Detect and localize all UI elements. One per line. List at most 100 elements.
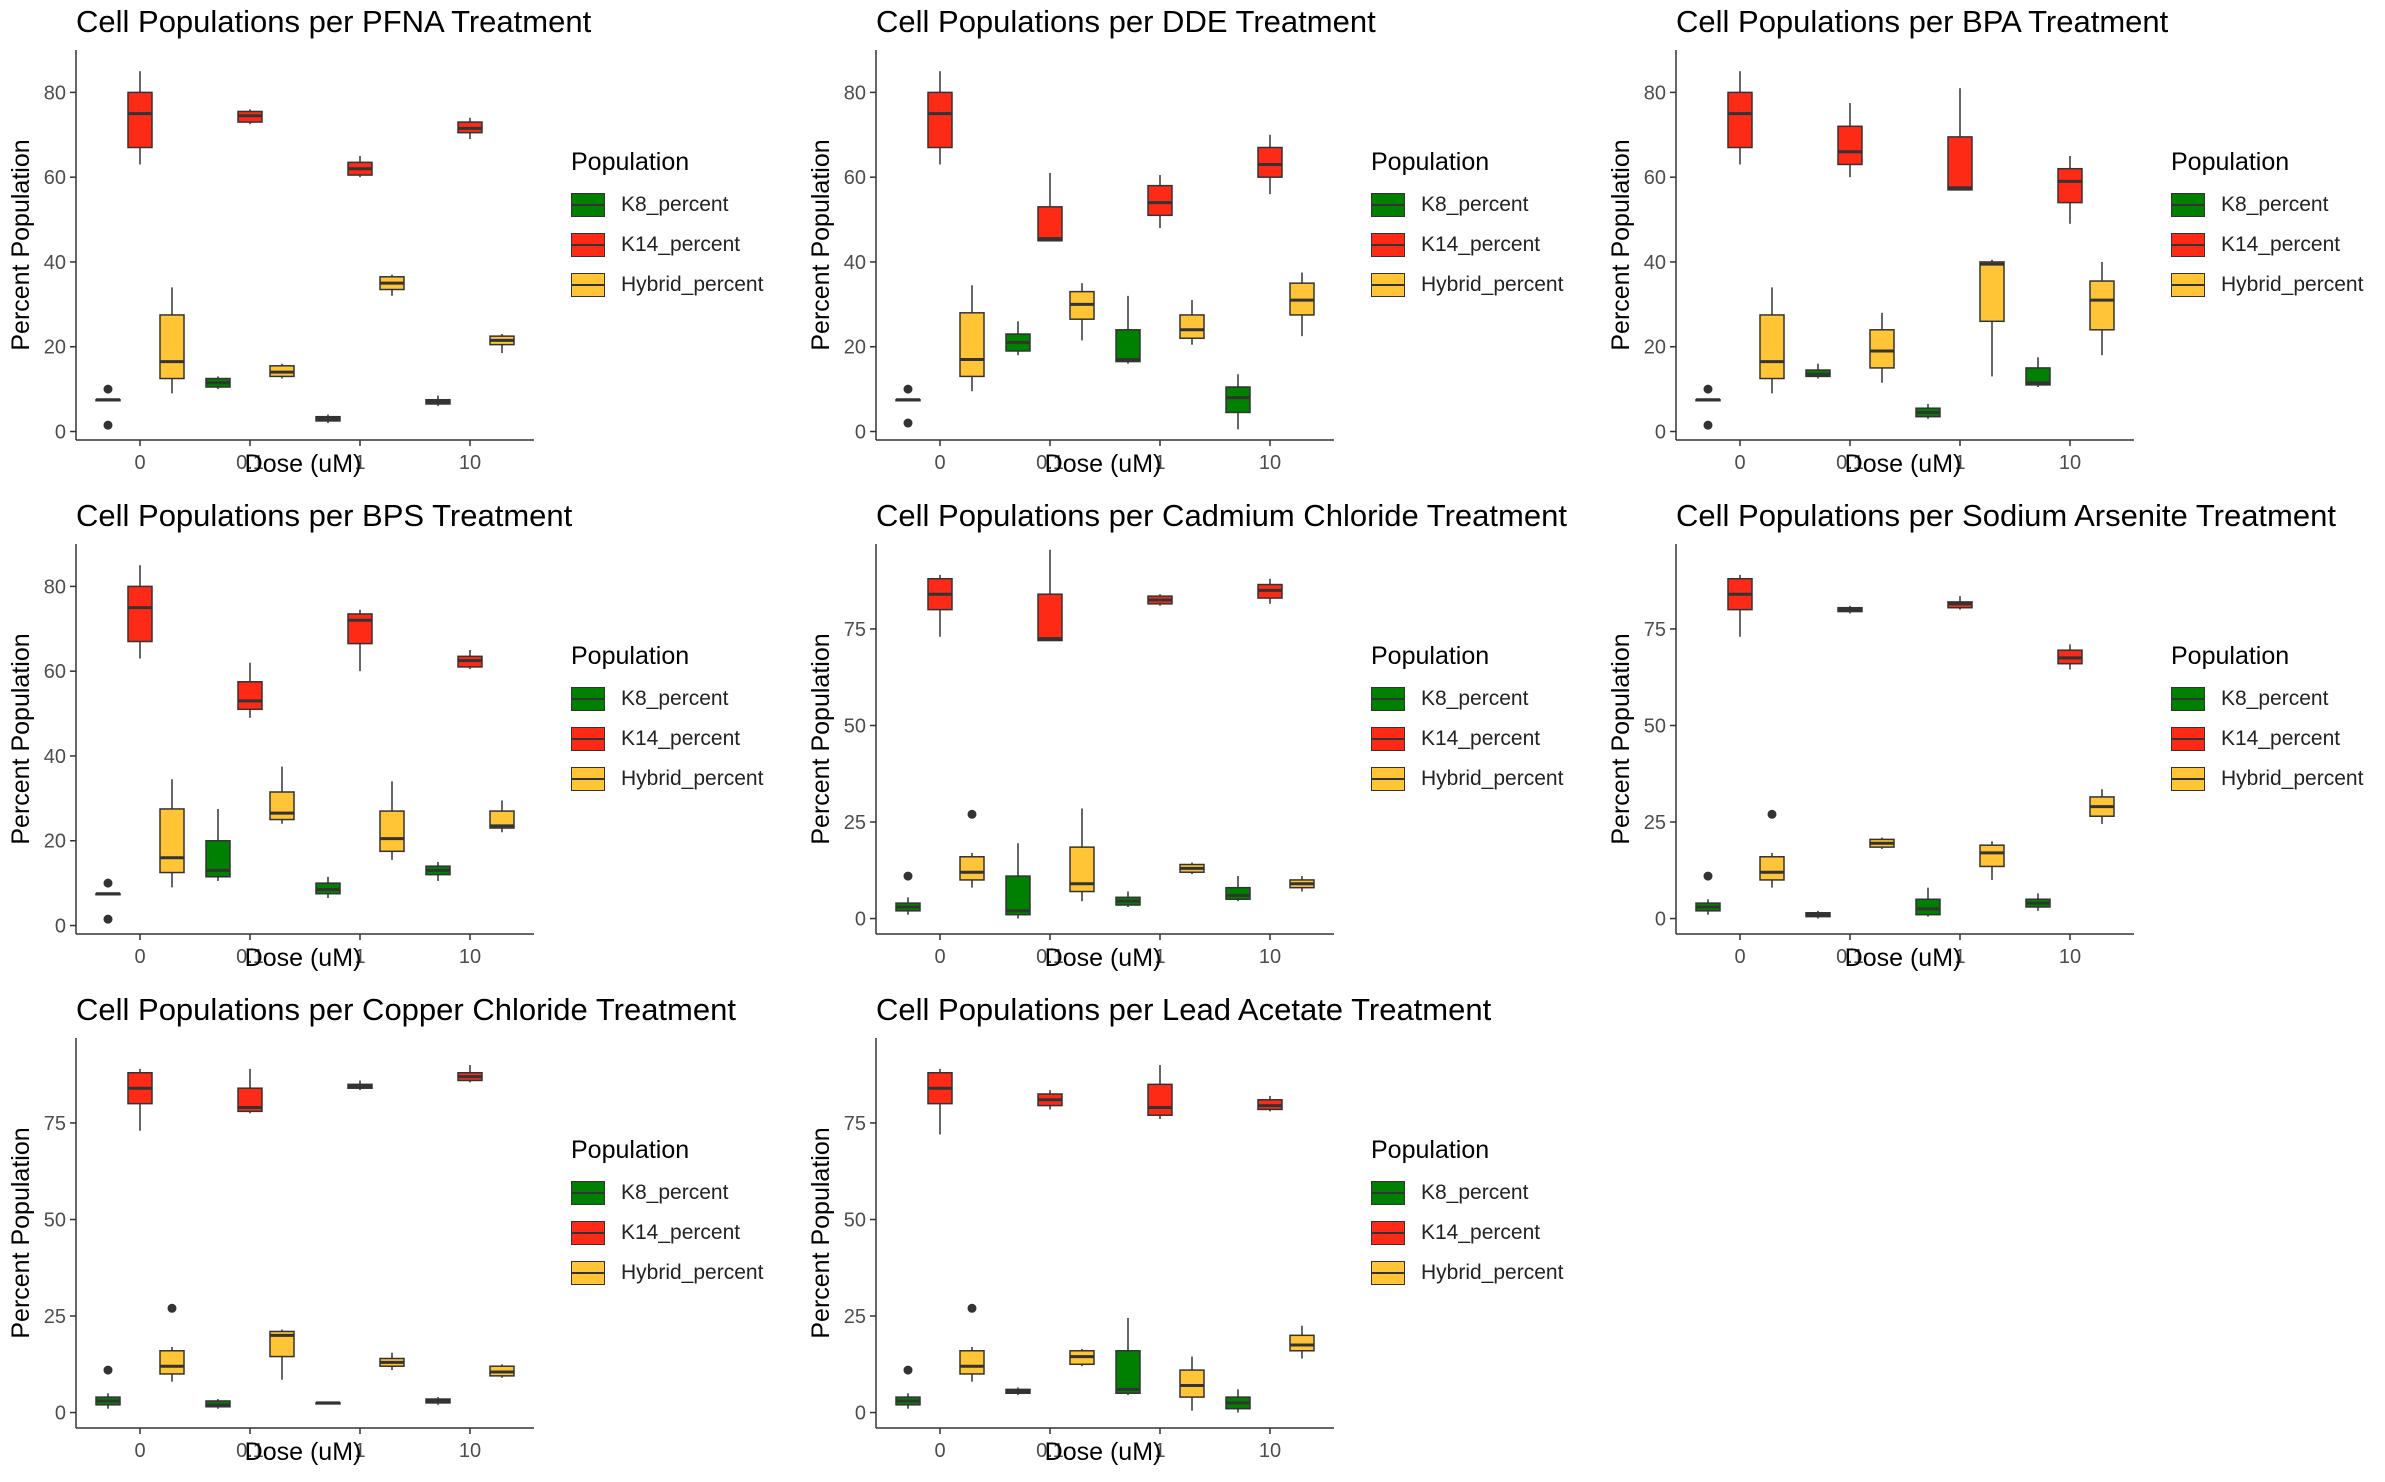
box-k8	[2025, 367, 2051, 386]
legend-key-k14	[2171, 233, 2205, 257]
y-tick-label: 0	[855, 909, 866, 931]
x-axis-title: Dose (uM)	[1045, 1438, 1162, 1466]
legend-key-k14	[571, 233, 605, 257]
chart-panel: 0 25 50 75 0 0.1 1 10 Dose (uM) Percent Populatio…	[800, 988, 1600, 1482]
y-tick-label: 60	[44, 661, 66, 683]
x-axis-title: Dose (uM)	[1845, 944, 1962, 972]
outlier-point	[903, 384, 913, 394]
x-axis-title: Dose (uM)	[1045, 450, 1162, 478]
y-tick-label: 60	[44, 167, 66, 189]
legend-key-median	[572, 778, 604, 780]
x-tick-label: 0.1	[1836, 452, 1864, 474]
legend-key-hybrid	[1371, 1261, 1405, 1285]
y-axis-title: Percent Population	[7, 1127, 35, 1338]
legend-item: K8_percent	[571, 185, 763, 225]
chart-panel: 0 20 40 60 80 0 0.1 1 10 Dose (uM) Percent Populat…	[800, 0, 1600, 494]
legend-key-median	[572, 698, 604, 700]
box-k8	[1225, 386, 1251, 414]
legend-key-median	[2172, 778, 2204, 780]
chart-panel: 0 20 40 60 80 0 0.1 1 10 Dose (uM) Percent Populat…	[0, 494, 800, 988]
legend: Population K8_percent K14_percent Hybrid_pe…	[1371, 1136, 1563, 1293]
x-tick-label: 0	[134, 1440, 145, 1462]
legend-key-median	[1372, 738, 1404, 740]
legend-key-median	[2172, 738, 2204, 740]
legend-label: K8_percent	[2221, 193, 2329, 216]
legend-label: Hybrid_percent	[2221, 273, 2364, 296]
legend-key-k8	[1371, 687, 1405, 711]
box-k14	[1947, 136, 1973, 191]
legend-key-median	[2172, 204, 2204, 206]
plot-area: 0 25 50 75 0 0.1 1 10 Dose (uM) Percent Populatio…	[807, 544, 1334, 972]
box-hybrid	[2089, 280, 2115, 331]
legend-label: K14_percent	[1421, 1221, 1541, 1244]
legend-key-median	[1372, 778, 1404, 780]
legend-key-median	[1372, 1272, 1404, 1274]
legend-key-median	[1372, 244, 1404, 246]
legend-label: K14_percent	[2221, 233, 2341, 256]
box-k14	[237, 681, 263, 711]
outlier-point	[103, 914, 113, 924]
y-axis-title: Percent Population	[807, 139, 835, 350]
x-tick-label: 0.1	[1036, 1440, 1064, 1462]
legend-key-median	[1372, 204, 1404, 206]
x-tick-label: 10	[459, 1440, 481, 1462]
legend-label: K8_percent	[1421, 193, 1529, 216]
legend-label: K8_percent	[2221, 687, 2329, 710]
legend-key-median	[1372, 284, 1404, 286]
y-tick-label: 0	[855, 1403, 866, 1425]
y-tick-label: 0	[55, 1403, 66, 1425]
box-hybrid	[959, 312, 985, 378]
legend-key-median	[1372, 698, 1404, 700]
box-hybrid	[379, 810, 405, 853]
x-tick-label: 1	[354, 452, 365, 474]
x-tick-label: 1	[1954, 452, 1965, 474]
legend-key-k8	[571, 193, 605, 217]
chart-panel: 0 20 40 60 80 0 0.1 1 10 Dose (uM) Percent Populat…	[0, 0, 800, 494]
y-tick-label: 40	[1644, 252, 1666, 274]
y-tick-label: 80	[844, 82, 866, 104]
outlier-point	[903, 871, 913, 881]
x-axis-title: Dose (uM)	[245, 944, 362, 972]
legend-key-k8	[1371, 1181, 1405, 1205]
legend-title: Population	[571, 1136, 690, 1164]
box-k14	[127, 585, 153, 643]
outlier-point	[103, 384, 113, 394]
chart-panel: 0 25 50 75 0 0.1 1 10 Dose (uM) Percent Populatio…	[0, 988, 800, 1482]
box-hybrid	[489, 810, 515, 829]
outlier-point	[967, 1303, 977, 1313]
legend-label: K8_percent	[1421, 687, 1529, 710]
box-hybrid	[1759, 314, 1785, 380]
y-axis-title: Percent Population	[807, 1127, 835, 1338]
outlier-point	[1703, 871, 1713, 881]
box-hybrid	[159, 314, 185, 380]
plot-area: 0 20 40 60 80 0 0.1 1 10 Dose (uM) Percent Populat…	[807, 50, 1334, 478]
x-tick-label: 0	[934, 946, 945, 968]
x-tick-label: 10	[459, 452, 481, 474]
legend-key-hybrid	[571, 273, 605, 297]
chart-title: Cell Populations per Cadmium Chloride Tr…	[876, 498, 1567, 533]
legend-item: K14_percent	[571, 1213, 763, 1253]
y-tick-label: 20	[844, 337, 866, 359]
x-tick-label: 10	[2059, 946, 2081, 968]
legend-label: K14_percent	[2221, 727, 2341, 750]
legend-key-median	[572, 1192, 604, 1194]
legend-label: K8_percent	[621, 687, 729, 710]
box-hybrid	[1289, 1334, 1315, 1352]
box-hybrid	[269, 791, 295, 821]
legend-label: Hybrid_percent	[621, 1261, 764, 1284]
legend-title: Population	[1371, 642, 1490, 670]
x-tick-label: 1	[354, 1440, 365, 1462]
legend-label: K14_percent	[621, 727, 741, 750]
x-tick-label: 0.1	[236, 946, 264, 968]
box-k14	[1037, 206, 1063, 242]
legend-item: Hybrid_percent	[2171, 265, 2363, 305]
legend-label: Hybrid_percent	[1421, 273, 1564, 296]
x-tick-label: 1	[1154, 452, 1165, 474]
legend-title: Population	[571, 148, 690, 176]
legend-item: Hybrid_percent	[571, 1253, 763, 1293]
box-k14	[1727, 91, 1753, 149]
legend: Population K8_percent K14_percent Hybrid_pe…	[2171, 148, 2363, 305]
outlier-point	[967, 809, 977, 819]
y-tick-label: 40	[844, 252, 866, 274]
